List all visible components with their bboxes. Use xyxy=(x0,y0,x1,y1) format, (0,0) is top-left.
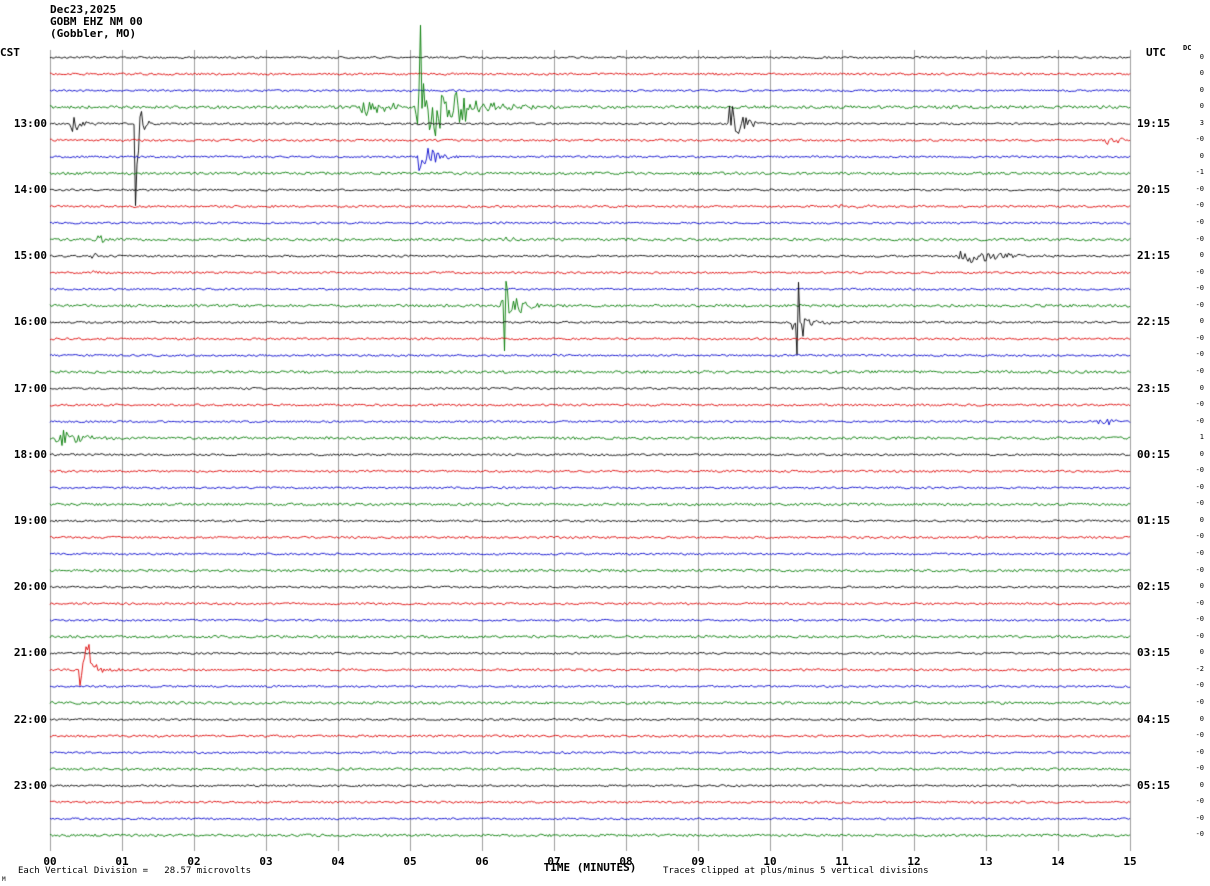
dc-value: 0 xyxy=(1199,151,1204,160)
header-date: Dec23,2025 xyxy=(50,3,117,16)
footer-clip-note: Traces clipped at plus/minus 5 vertical … xyxy=(663,866,929,876)
dc-value: 0 xyxy=(1199,449,1204,458)
corner-mark: M xyxy=(2,876,6,883)
dc-value: 0 xyxy=(1199,69,1204,78)
left-time-label: 21:00 xyxy=(13,646,47,660)
dc-value: -0 xyxy=(1195,466,1204,475)
dc-value: -0 xyxy=(1195,333,1204,342)
dc-value: -0 xyxy=(1195,549,1204,557)
left-time-label: 22:00 xyxy=(13,712,47,726)
left-time-label: 16:00 xyxy=(13,315,47,329)
x-axis-title: TIME (MINUTES) xyxy=(543,861,637,874)
dc-column-header: DC xyxy=(1183,44,1192,52)
x-tick-label: 14 xyxy=(1051,855,1065,868)
dc-value: -0 xyxy=(1195,532,1204,541)
x-tick-label: 15 xyxy=(1123,855,1137,868)
dc-value: -0 xyxy=(1195,416,1204,425)
right-time-label: 19:15 xyxy=(1137,116,1171,130)
left-timezone-label: CST xyxy=(0,46,20,59)
left-time-label: 17:00 xyxy=(13,381,47,395)
x-tick-label: 08 xyxy=(619,855,633,868)
dc-value: -0 xyxy=(1195,400,1204,409)
x-tick-label: 09 xyxy=(691,855,705,868)
dc-value: -0 xyxy=(1195,499,1204,508)
right-time-label: 04:15 xyxy=(1137,712,1171,726)
dc-value: 0 xyxy=(1199,515,1204,524)
dc-value: -0 xyxy=(1195,267,1204,276)
dc-value: 0 xyxy=(1199,648,1204,657)
right-timezone-label: UTC xyxy=(1146,46,1166,59)
dc-value: -0 xyxy=(1195,813,1204,822)
dc-value: -0 xyxy=(1195,350,1204,359)
dc-value: -0 xyxy=(1195,615,1204,624)
left-time-label: 15:00 xyxy=(13,249,47,263)
dc-value: 0 xyxy=(1199,714,1204,723)
x-tick-label: 05 xyxy=(403,855,417,868)
left-time-label: 13:00 xyxy=(13,116,47,130)
dc-value: -0 xyxy=(1195,201,1204,210)
dc-value: -0 xyxy=(1195,234,1204,243)
right-time-label: 02:15 xyxy=(1137,580,1171,594)
dc-value: -2 xyxy=(1195,664,1204,673)
dc-value: -0 xyxy=(1195,598,1204,607)
x-tick-label: 03 xyxy=(259,855,273,868)
x-tick-label: 06 xyxy=(475,855,489,868)
x-tick-label: 12 xyxy=(907,855,921,868)
dc-value: -0 xyxy=(1195,184,1204,193)
dc-value: -0 xyxy=(1195,731,1204,740)
right-time-label: 01:15 xyxy=(1137,513,1171,527)
dc-value: 1 xyxy=(1199,433,1204,442)
dc-value: 0 xyxy=(1199,102,1204,111)
dc-value: -0 xyxy=(1195,681,1204,690)
dc-value: -0 xyxy=(1195,135,1204,144)
dc-value: -0 xyxy=(1195,797,1204,806)
dc-value: -0 xyxy=(1195,764,1204,773)
right-time-label: 21:15 xyxy=(1137,249,1171,263)
left-time-label: 20:00 xyxy=(13,580,47,594)
x-tick-label: 11 xyxy=(835,855,849,868)
right-time-label: 23:15 xyxy=(1137,381,1171,395)
dc-value: -0 xyxy=(1195,747,1204,756)
x-tick-label: 13 xyxy=(979,855,993,868)
dc-value: 3 xyxy=(1199,118,1204,127)
left-time-label: 19:00 xyxy=(13,513,47,527)
right-time-label: 22:15 xyxy=(1137,315,1171,329)
dc-value: 0 xyxy=(1199,383,1204,392)
dc-value: -0 xyxy=(1195,830,1204,839)
dc-value: -0 xyxy=(1195,565,1204,574)
dc-value: 0 xyxy=(1199,85,1204,94)
dc-value: -0 xyxy=(1195,631,1204,640)
right-time-label: 00:15 xyxy=(1137,447,1171,461)
dc-value: -1 xyxy=(1195,168,1204,177)
x-tick-label: 07 xyxy=(547,855,561,868)
dc-value: 0 xyxy=(1199,582,1204,591)
dc-value: -0 xyxy=(1195,366,1204,375)
dc-value: -0 xyxy=(1195,300,1204,309)
header-station: GOBM EHZ NM 00 xyxy=(50,15,143,28)
header-location: (Gobbler, MO) xyxy=(50,27,137,40)
left-time-label: 14:00 xyxy=(13,182,47,196)
left-time-label: 18:00 xyxy=(13,447,47,461)
dc-value: 0 xyxy=(1199,52,1204,61)
dc-value: -0 xyxy=(1195,697,1204,706)
x-tick-label: 00 xyxy=(43,855,57,868)
x-tick-label: 02 xyxy=(187,855,201,868)
x-tick-label: 01 xyxy=(115,855,129,868)
right-time-label: 05:15 xyxy=(1137,778,1171,792)
dc-value: 0 xyxy=(1199,780,1204,789)
dc-value: -0 xyxy=(1195,482,1204,491)
footer-scale-note: Each Vertical Division = 28.57 microvolt… xyxy=(18,866,251,876)
dc-value: 0 xyxy=(1199,317,1204,326)
x-tick-label: 10 xyxy=(763,855,777,868)
right-time-label: 20:15 xyxy=(1137,182,1171,196)
left-time-label: 23:00 xyxy=(13,778,47,792)
dc-value: 0 xyxy=(1199,251,1204,260)
x-tick-label: 04 xyxy=(331,855,345,868)
dc-value: -0 xyxy=(1195,284,1204,293)
dc-value: -0 xyxy=(1195,218,1204,226)
right-time-label: 03:15 xyxy=(1137,646,1171,660)
